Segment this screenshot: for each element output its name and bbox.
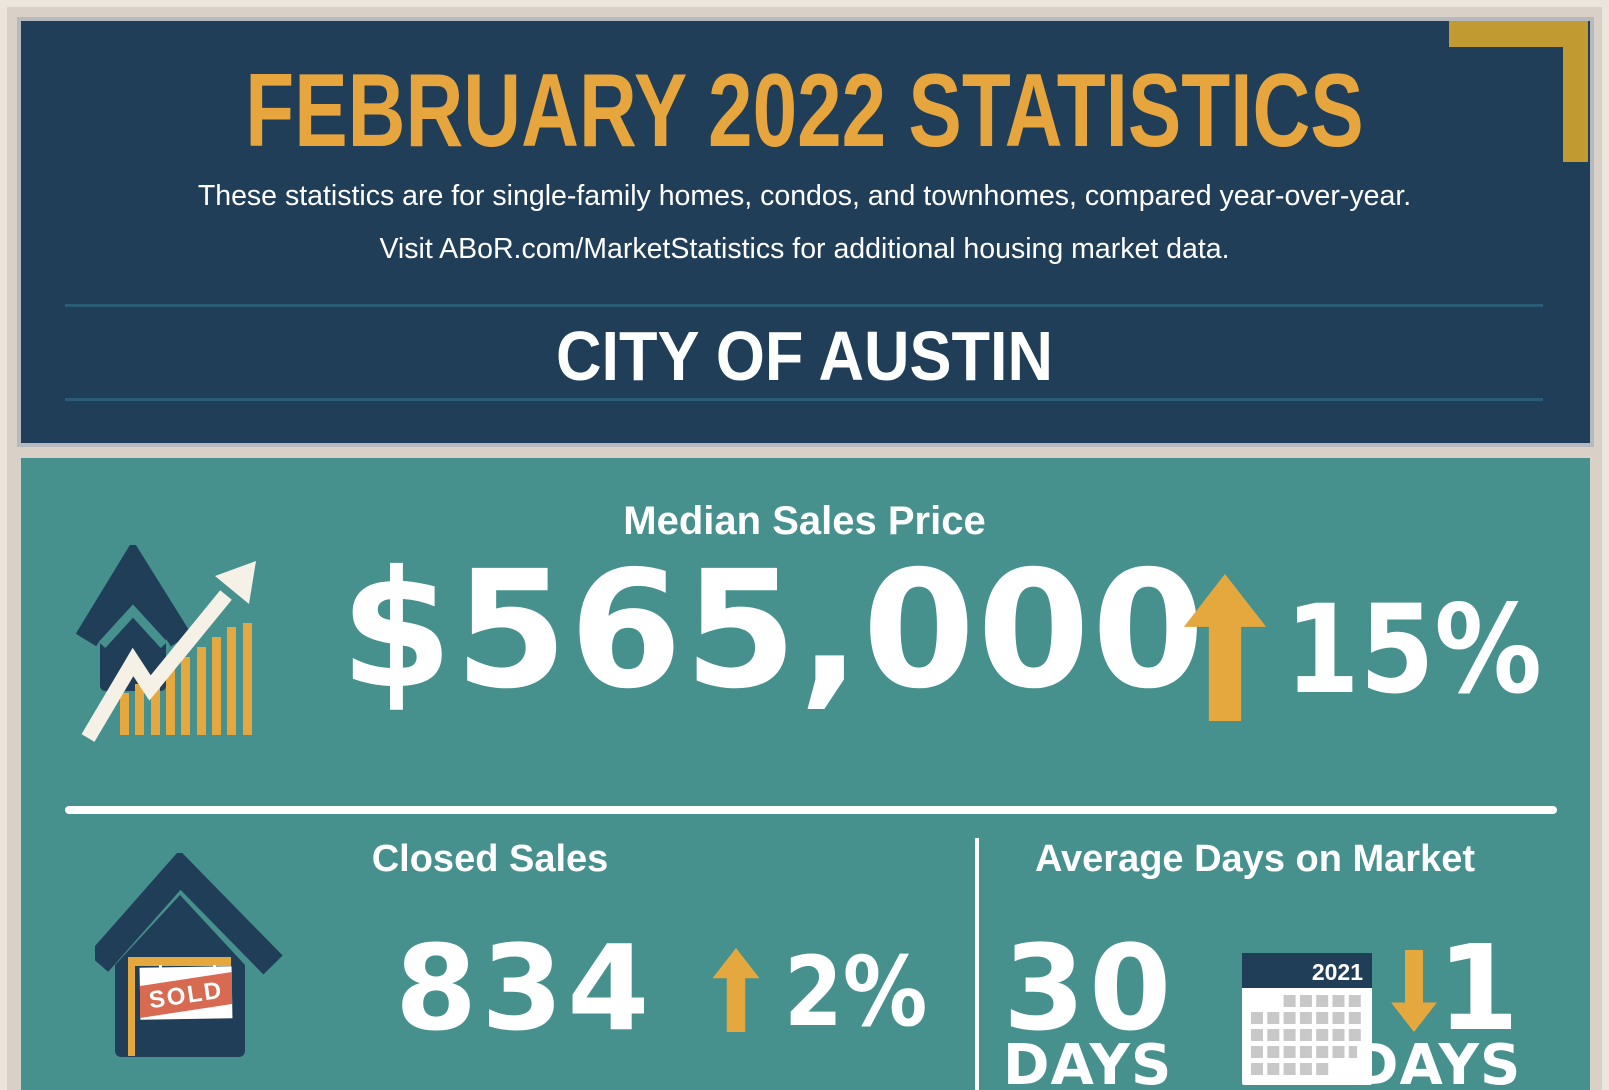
sign-post	[128, 957, 135, 1056]
page-title: FEBRUARY 2022 STATISTICS	[245, 53, 1364, 169]
house-body-icon	[100, 583, 166, 691]
gold-corner-accent-vertical	[1563, 21, 1588, 162]
days-on-market-change-value: 1	[1437, 919, 1520, 1057]
days-on-market-value: 30	[1003, 919, 1176, 1057]
closed-sales-label: Closed Sales	[371, 838, 609, 880]
days-on-market-change-unit: DAYS	[1352, 1033, 1522, 1090]
calendar-header	[1242, 953, 1372, 988]
house-roof-icon	[76, 545, 192, 647]
days-on-market-label: Average Days on Market	[1034, 838, 1475, 880]
down-arrow-icon	[1391, 950, 1437, 1032]
up-arrow-icon	[1183, 574, 1267, 721]
header-divider-top	[65, 304, 1543, 307]
closed-sales-change: 2%	[784, 936, 928, 1048]
house-chevron-gap	[98, 604, 168, 649]
sign-post-top	[129, 957, 231, 966]
house-trend-chart-icon	[76, 545, 256, 742]
trend-arrow-head	[215, 561, 256, 604]
calendar-icon: 2021	[1242, 953, 1372, 1085]
subtitle-line-2: Visit ABoR.com/MarketStatistics for addi…	[379, 232, 1230, 265]
calendar-year-text: 2021	[1312, 959, 1363, 985]
median-price-value: $565,000	[340, 537, 1207, 725]
calendar-day-squares	[1251, 995, 1361, 1075]
median-price-change: 15%	[1285, 579, 1542, 721]
sold-sign-banner	[140, 972, 232, 1018]
bar-chart-bars-icon	[120, 623, 252, 735]
closed-sales-value: 834	[395, 919, 654, 1057]
region-title: CITY OF AUSTIN	[555, 317, 1054, 395]
median-sales-price-label: Median Sales Price	[623, 499, 986, 543]
trend-arrow-line	[81, 590, 232, 742]
header-subtitle: These statistics are for single-family h…	[0, 170, 1609, 275]
section-divider	[65, 806, 1557, 814]
column-divider	[975, 838, 979, 1090]
days-on-market-unit: DAYS	[1003, 1033, 1173, 1090]
up-arrow-icon	[712, 948, 760, 1032]
header-card	[17, 17, 1594, 447]
subtitle-line-1: These statistics are for single-family h…	[197, 180, 1412, 212]
sold-house-icon: SOLD	[95, 853, 283, 1057]
sold-house-roof-icon	[95, 853, 283, 975]
header-divider-bottom	[65, 398, 1543, 401]
